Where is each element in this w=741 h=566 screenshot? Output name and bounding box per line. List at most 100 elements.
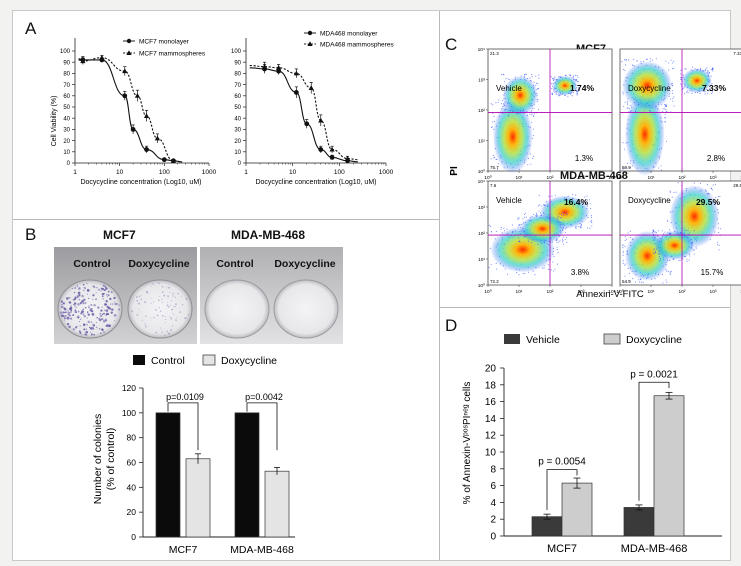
x-tick-label: 1000 [379, 169, 394, 176]
bar-control [234, 412, 260, 538]
colony-dot [85, 328, 87, 330]
colony-dot [138, 295, 141, 298]
colony-dot [150, 285, 152, 287]
colony-dish-photo: Control Doxycycline Control Doxycycline [54, 247, 343, 344]
event-dot [532, 155, 535, 157]
event-dot [621, 61, 623, 63]
density-blob [520, 214, 565, 244]
event-dot [653, 240, 655, 242]
event-dot [591, 225, 593, 227]
colonies-axis-label-unit: (% of control) [105, 428, 117, 490]
colony-dot [170, 329, 172, 332]
event-dot [492, 112, 494, 114]
p-value-label: p=0.0109 [166, 392, 204, 402]
flow-y-tick-label: 10³ [478, 205, 485, 211]
colony-dot [67, 311, 70, 314]
event-dot [710, 75, 712, 77]
legend-mcf7: MCF7 monolayer MCF7 mammospheres [123, 39, 206, 58]
annexin-percent-axis-label: % of Annexin-VᵖᵒˢPIⁿᵉᵍ cells [462, 382, 473, 505]
event-dot [704, 91, 706, 93]
colony-dot [138, 308, 140, 310]
y-tick-label: 60 [234, 94, 241, 100]
event-dot [577, 87, 579, 89]
event-dot [547, 264, 549, 266]
flow-x-tick-label: 10⁴ [608, 289, 615, 295]
event-dot [669, 191, 671, 193]
event-dot [584, 196, 586, 198]
colony-dot [105, 324, 108, 327]
colony-dot [93, 333, 95, 336]
event-dot [707, 69, 709, 71]
event-dot [664, 103, 666, 106]
colony-dot [114, 302, 118, 306]
event-dot [538, 204, 540, 206]
event-dot [685, 91, 687, 93]
y-tick-label: 0 [238, 161, 242, 167]
colony-dot [113, 296, 116, 300]
event-dot [564, 238, 566, 240]
event-dot [694, 237, 696, 239]
colony-dot [159, 310, 162, 312]
event-dot [500, 226, 502, 228]
colony-dot [179, 311, 182, 313]
colony-dot [76, 295, 79, 298]
colony-dot [107, 290, 110, 293]
flow-title-mda-mb-468: MDA-MB-468 [560, 170, 628, 182]
event-dot [566, 241, 568, 243]
data-point-mammospheres [329, 146, 335, 152]
event-dot [507, 115, 509, 117]
event-dot [524, 73, 526, 75]
event-dot [519, 224, 521, 226]
event-dot [695, 247, 697, 249]
event-dot [537, 205, 539, 207]
event-dot [566, 212, 568, 215]
event-dot [525, 216, 527, 218]
dish-label-doxycycline-mda: Doxycycline [274, 258, 335, 270]
event-dot [586, 199, 588, 201]
flow-y-tick-label: 10⁴ [478, 47, 485, 53]
event-dot [622, 260, 624, 262]
event-dot [625, 59, 627, 61]
event-dot [557, 263, 559, 265]
event-dot [649, 109, 651, 111]
legend-swatch-doxycycline [603, 333, 621, 345]
colony-dot [69, 306, 73, 310]
colony-dot [172, 309, 174, 310]
y-tick-label: 40 [234, 116, 241, 122]
y-tick-label: 20 [485, 364, 497, 375]
event-dot [711, 90, 713, 92]
colony-dot [161, 331, 163, 334]
event-dot [493, 120, 495, 123]
bar-doxycycline [264, 470, 290, 538]
colony-dot [68, 301, 72, 304]
event-dot [522, 218, 524, 220]
event-dot [497, 168, 499, 170]
colony-dot [95, 326, 98, 329]
event-dot [523, 75, 525, 77]
y-tick-label: 100 [231, 49, 242, 55]
colony-dot [77, 287, 81, 290]
colony-dot [67, 309, 69, 311]
event-dot [624, 275, 626, 277]
event-dot [662, 111, 664, 113]
event-dot [691, 92, 693, 94]
flow-x-tick-label: 10³ [710, 289, 717, 295]
event-dot [665, 279, 667, 281]
flow-x-tick-label: 10³ [578, 175, 585, 181]
dish-mcf7-doxycycline [127, 279, 193, 339]
event-dot [573, 75, 575, 77]
event-dot [622, 93, 624, 95]
event-dot [526, 114, 528, 116]
divider-horizontal-left [13, 219, 439, 220]
y-tick-label: 12 [485, 431, 497, 442]
colony-dot [78, 294, 81, 297]
event-dot [699, 67, 702, 69]
colony-dot [101, 313, 104, 316]
colony-dot [116, 303, 118, 305]
event-dot [538, 74, 540, 76]
legend-label-mda468-monolayer: MDA468 monolayer [320, 31, 378, 38]
event-dot [571, 95, 573, 97]
colony-dot [105, 309, 109, 312]
colony-dot [63, 319, 66, 321]
colony-dot [98, 328, 101, 330]
